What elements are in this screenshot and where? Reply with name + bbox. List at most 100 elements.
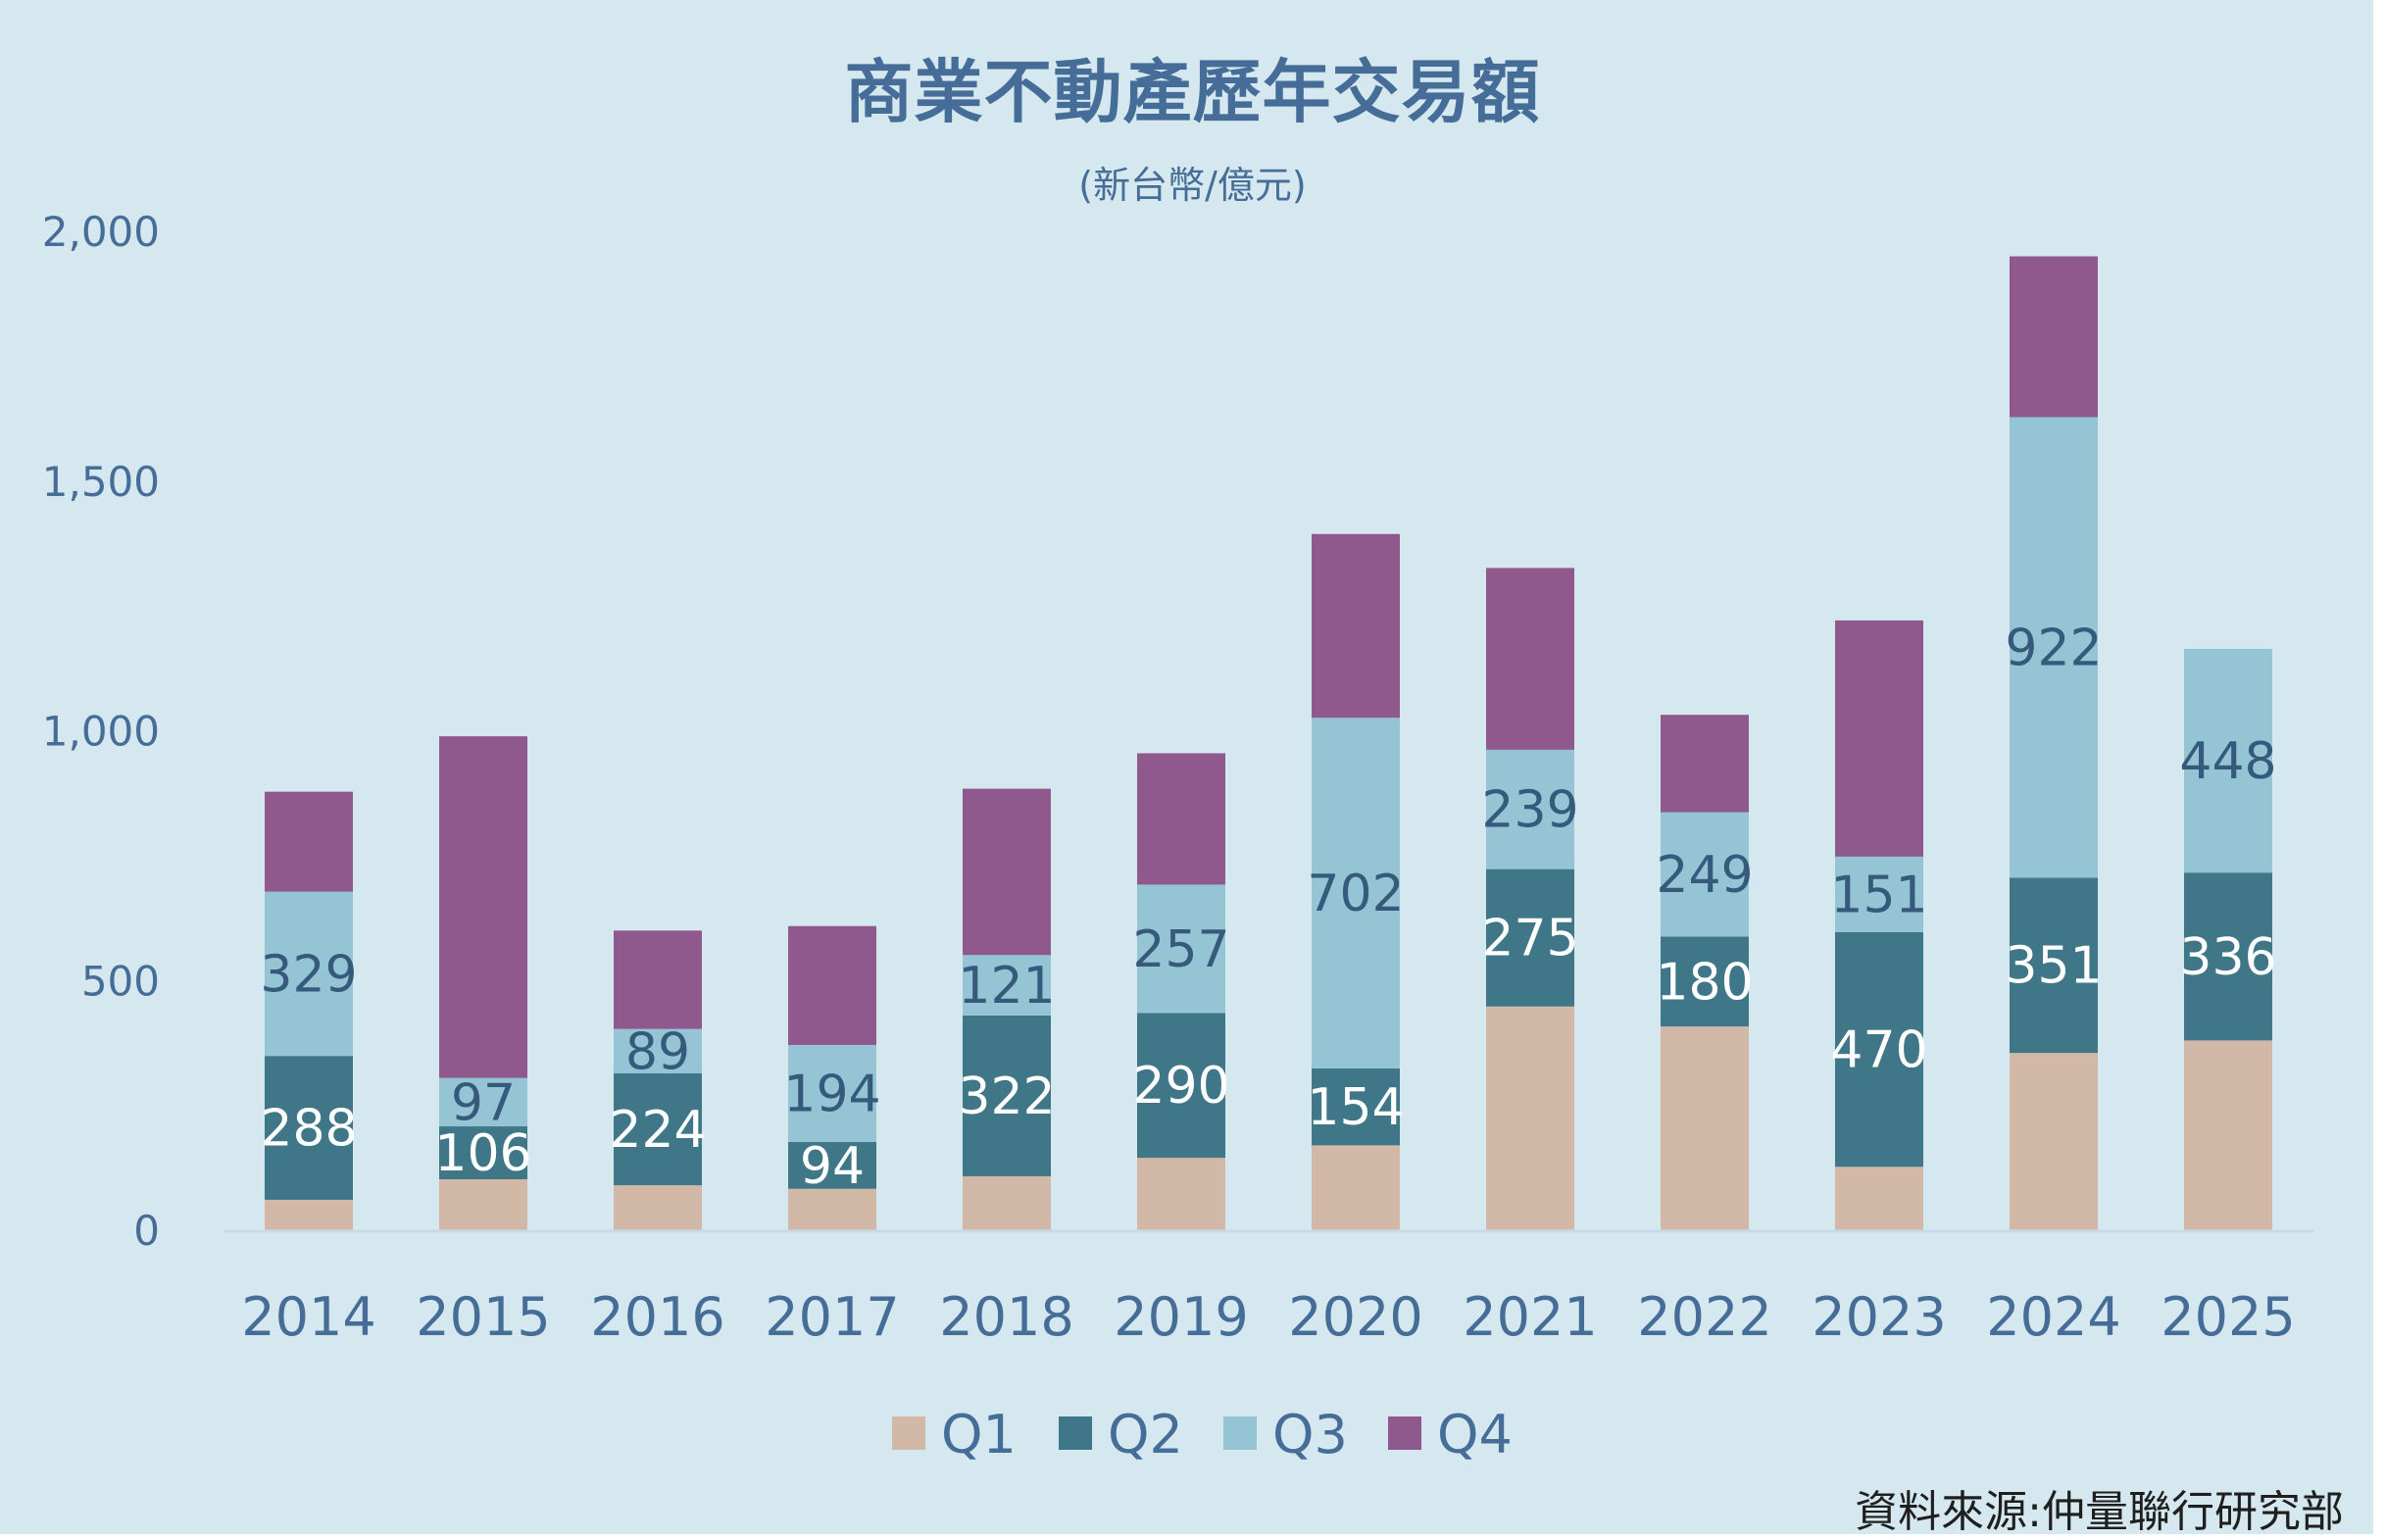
bar-q4-2021: [1486, 568, 1574, 750]
data-label-q3-2015: 97: [451, 1073, 516, 1132]
data-label-q3-2020: 702: [1307, 865, 1404, 923]
data-label-q3-2021: 239: [1481, 781, 1578, 840]
x-tick-label: 2019: [1114, 1286, 1248, 1348]
y-axis: 0 500 1,000 1,500 2,000: [42, 208, 160, 1255]
bar-q1-2024: [2010, 1053, 2098, 1230]
bars: [265, 256, 2272, 1230]
bar-q4-2023: [1835, 620, 1923, 857]
bar-q2-2021: [1486, 869, 1574, 1007]
bar-q2-2018: [963, 1015, 1051, 1176]
data-label-q2-2014: 288: [260, 1100, 357, 1159]
bar-q1-2022: [1661, 1026, 1749, 1230]
bar-q2-2016: [614, 1073, 702, 1186]
x-tick-label: 2023: [1812, 1286, 1946, 1348]
bar-q4-2017: [788, 925, 876, 1045]
x-tick-label: 2015: [416, 1286, 550, 1348]
bar-q1-2017: [788, 1188, 876, 1230]
bar-q1-2019: [1137, 1158, 1225, 1230]
bar-q4-2014: [265, 791, 353, 892]
bar-q4-2024: [2010, 256, 2098, 418]
bar-q1-2021: [1486, 1006, 1574, 1230]
legend-label-q2: Q2: [1108, 1404, 1183, 1465]
bar-q1-2025: [2184, 1040, 2272, 1230]
x-tick-label: 2022: [1637, 1286, 1771, 1348]
data-label-q2-2021: 275: [1481, 910, 1578, 969]
y-tick-label: 1,500: [42, 458, 160, 506]
source-note: 資料來源:仲量聯行研究部: [1855, 1487, 2344, 1537]
bar-q1-2016: [614, 1185, 702, 1230]
bar-q3-2014: [265, 891, 353, 1057]
bar-q2-2022: [1661, 936, 1749, 1027]
bar-q3-2016: [614, 1028, 702, 1074]
legend-label-q4: Q4: [1437, 1404, 1513, 1465]
bar-q4-2018: [963, 788, 1051, 956]
chart-title: 商業不動產歷年交易額: [844, 52, 1541, 132]
data-label-q2-2016: 224: [609, 1101, 706, 1160]
bar-q1-2020: [1312, 1145, 1400, 1230]
y-tick-label: 2,000: [42, 208, 160, 256]
data-label-q3-2022: 249: [1656, 846, 1753, 905]
bar-q4-2019: [1137, 753, 1225, 885]
bar-q3-2015: [439, 1077, 527, 1127]
bar-q3-2024: [2010, 417, 2098, 878]
bar-q2-2017: [788, 1141, 876, 1189]
bar-q1-2014: [265, 1199, 353, 1230]
bar-q4-2022: [1661, 715, 1749, 813]
x-tick-label: 2020: [1288, 1286, 1422, 1348]
data-label-q2-2019: 290: [1132, 1057, 1229, 1116]
legend-swatch-q4: [1388, 1416, 1421, 1450]
legend-swatch-q1: [892, 1416, 925, 1450]
bar-q1-2023: [1835, 1167, 1923, 1230]
y-tick-label: 1,000: [42, 708, 160, 756]
data-label-q3-2019: 257: [1132, 920, 1229, 979]
bar-q3-2019: [1137, 884, 1225, 1014]
bar-q4-2020: [1312, 533, 1400, 719]
bar-q2-2019: [1137, 1013, 1225, 1159]
bar-q4-2015: [439, 736, 527, 1078]
bar-q3-2017: [788, 1044, 876, 1142]
x-tick-label: 2017: [765, 1286, 899, 1348]
x-tick-label: 2025: [2161, 1286, 2295, 1348]
bar-q3-2021: [1486, 749, 1574, 869]
bar-q3-2022: [1661, 812, 1749, 937]
legend-swatch-q2: [1059, 1416, 1092, 1450]
data-label-q2-2018: 322: [958, 1068, 1055, 1126]
data-label-q3-2018: 121: [958, 957, 1055, 1016]
bar-q3-2020: [1312, 718, 1400, 1068]
data-label-q3-2017: 194: [783, 1065, 880, 1123]
chart-subtitle: (新台幣/億元): [1078, 164, 1307, 207]
x-tick-label: 2021: [1463, 1286, 1597, 1348]
bar-q2-2020: [1312, 1068, 1400, 1146]
data-label-q2-2024: 351: [2005, 937, 2102, 996]
data-label-q3-2016: 89: [625, 1022, 690, 1081]
bar-q2-2015: [439, 1126, 527, 1180]
data-label-q3-2025: 448: [2179, 732, 2276, 791]
data-label-q2-2025: 336: [2179, 928, 2276, 987]
bar-q4-2016: [614, 930, 702, 1029]
bar-q2-2024: [2010, 877, 2098, 1054]
x-tick-label: 2016: [590, 1286, 724, 1348]
legend-label-q3: Q3: [1272, 1404, 1348, 1465]
data-label-q2-2022: 180: [1656, 953, 1753, 1012]
legend-swatch-q3: [1223, 1416, 1257, 1450]
bar-q3-2023: [1835, 856, 1923, 932]
bar-q3-2018: [963, 955, 1051, 1016]
x-axis: 2014 2015 2016 2017 2018 2019 2020 2021 2022 2023…: [241, 1286, 2295, 1348]
data-label-q2-2017: 94: [800, 1137, 865, 1196]
x-tick-label: 2014: [241, 1286, 375, 1348]
data-label-q3-2024: 922: [2005, 619, 2102, 677]
legend: Q1 Q2 Q3 Q4: [892, 1404, 1513, 1465]
bar-q3-2025: [2184, 648, 2272, 873]
bar-q2-2023: [1835, 931, 1923, 1167]
data-label-q2-2020: 154: [1307, 1078, 1404, 1137]
y-tick-label: 500: [81, 957, 160, 1005]
legend-label-q1: Q1: [941, 1404, 1017, 1465]
bar-q2-2025: [2184, 872, 2272, 1041]
bar-q2-2014: [265, 1056, 353, 1200]
data-label-q2-2023: 470: [1830, 1021, 1927, 1080]
bar-q1-2015: [439, 1179, 527, 1230]
x-tick-label: 2024: [1986, 1286, 2120, 1348]
bar-q1-2018: [963, 1175, 1051, 1230]
